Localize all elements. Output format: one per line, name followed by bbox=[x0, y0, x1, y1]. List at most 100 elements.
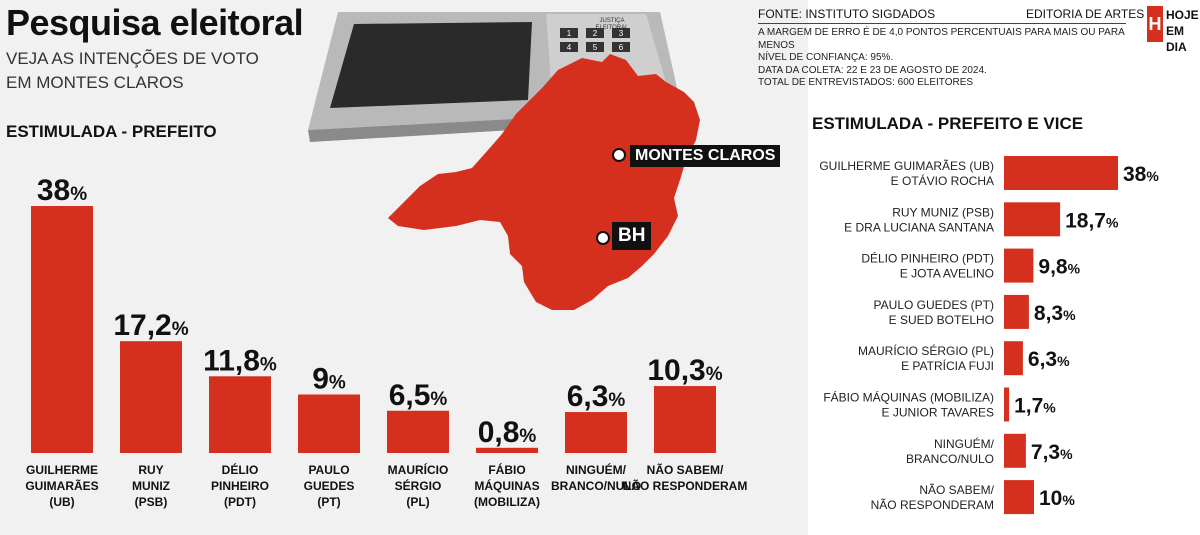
subtitle-line: VEJA AS INTENÇÕES DE VOTO bbox=[6, 49, 259, 68]
category-label: BRANCO/NULO bbox=[906, 452, 994, 466]
bar-value-label: 17,2% bbox=[113, 309, 188, 342]
bar bbox=[1004, 480, 1034, 515]
bar-value-label: 10% bbox=[1039, 487, 1075, 510]
logo-box: H bbox=[1147, 6, 1163, 42]
bar-value-label: 38% bbox=[37, 174, 87, 207]
category-label: BRANCO/NULO bbox=[551, 479, 641, 493]
bar-value-label: 18,7% bbox=[1065, 209, 1119, 232]
category-label: RUY bbox=[138, 463, 163, 477]
subtitle-line: EM MONTES CLAROS bbox=[6, 73, 184, 92]
category-label: (UB) bbox=[49, 495, 74, 509]
bar-value-label: 6,3% bbox=[567, 380, 626, 413]
bar-value-label: 38% bbox=[1123, 163, 1159, 186]
category-label: NÃO RESPONDERAM bbox=[623, 478, 748, 493]
category-label: MÁQUINAS bbox=[474, 478, 539, 493]
bar bbox=[31, 206, 93, 453]
bar bbox=[1004, 156, 1118, 190]
bar bbox=[120, 341, 182, 453]
logo-line: HOJE bbox=[1166, 8, 1199, 22]
page-subtitle: VEJA AS INTENÇÕES DE VOTO EM MONTES CLAR… bbox=[6, 47, 259, 95]
category-label: NÃO RESPONDERAM bbox=[871, 498, 994, 512]
urna-label: ELEITORAL bbox=[596, 25, 630, 31]
category-label: NÃO SABEM/ bbox=[647, 462, 724, 477]
header-divider bbox=[758, 23, 1126, 24]
bar-value-label: 9% bbox=[312, 363, 346, 396]
bh-label: BH bbox=[612, 222, 652, 250]
category-label: GUILHERME GUIMARÃES (UB) bbox=[819, 159, 994, 173]
category-label: (PDT) bbox=[224, 495, 256, 509]
bar bbox=[1004, 294, 1029, 329]
editoria-text: EDITORIA DE ARTES bbox=[1026, 7, 1145, 21]
page-title: Pesquisa eleitoral bbox=[6, 2, 304, 43]
montes-claros-marker bbox=[612, 148, 626, 162]
category-label: SÉRGIO bbox=[395, 478, 442, 493]
note-line: TOTAL DE ENTREVISTADOS: 600 ELEITORES bbox=[758, 77, 974, 88]
bar-value-label: 8,3% bbox=[1034, 302, 1076, 325]
bar-value-label: 11,8% bbox=[203, 344, 277, 377]
category-label: E PATRÍCIA FUJI bbox=[901, 358, 994, 373]
bar bbox=[1004, 341, 1023, 376]
source-text: FONTE: INSTITUTO SIGDADOS bbox=[758, 7, 936, 21]
category-label: FÁBIO MÁQUINAS (MOBILIZA) bbox=[823, 390, 994, 405]
bar-value-label: 0,8% bbox=[478, 416, 537, 449]
note-line: NÍVEL DE CONFIANÇA: 95%. bbox=[758, 52, 894, 63]
logo-line: EM DIA bbox=[1166, 24, 1187, 54]
bar-value-label: 6,5% bbox=[389, 379, 448, 412]
bar bbox=[1004, 248, 1034, 283]
category-label: MAURÍCIO bbox=[388, 462, 449, 477]
category-label: PAULO GUEDES (PT) bbox=[874, 298, 994, 312]
category-label: MUNIZ bbox=[132, 479, 170, 493]
category-label: (PSB) bbox=[135, 495, 168, 509]
montes-claros-label: MONTES CLAROS bbox=[630, 145, 781, 167]
hoje-em-dia-logo: H HOJE EM DIA bbox=[1147, 6, 1199, 54]
bar bbox=[476, 447, 538, 453]
bar bbox=[1004, 433, 1026, 468]
urna-label: JUSTIÇA bbox=[599, 18, 624, 24]
category-label: GUILHERME bbox=[26, 463, 98, 477]
keypad-key: 1 bbox=[567, 29, 572, 38]
category-label: FÁBIO bbox=[488, 462, 525, 477]
bar bbox=[209, 376, 271, 453]
bar bbox=[565, 412, 627, 453]
category-label: E SUED BOTELHO bbox=[889, 313, 994, 327]
keypad-key: 4 bbox=[567, 43, 572, 52]
category-label: PINHEIRO bbox=[211, 479, 269, 493]
category-label: NÃO SABEM/ bbox=[919, 483, 994, 497]
category-label: (PL) bbox=[406, 495, 429, 509]
category-label: NINGUÉM/ bbox=[934, 436, 995, 451]
bar bbox=[654, 386, 716, 453]
note-line: A MARGEM DE ERRO É DE 4,0 PONTOS PERCENT… bbox=[758, 27, 1125, 51]
category-label: E OTÁVIO ROCHA bbox=[891, 173, 994, 188]
bar-value-label: 7,3% bbox=[1031, 441, 1073, 464]
category-label: E JOTA AVELINO bbox=[900, 267, 994, 281]
bar bbox=[298, 394, 360, 453]
category-label: GUEDES bbox=[304, 479, 355, 493]
bar-value-label: 6,3% bbox=[1028, 348, 1070, 371]
category-label: NINGUÉM/ bbox=[566, 462, 627, 477]
category-label: DÉLIO PINHEIRO (PDT) bbox=[861, 251, 994, 266]
bar bbox=[387, 410, 449, 453]
bar bbox=[1004, 202, 1061, 237]
logo-text: HOJE EM DIA bbox=[1166, 7, 1199, 55]
keypad-key: 6 bbox=[619, 43, 624, 52]
category-label: GUIMARÃES bbox=[25, 478, 98, 493]
chart1-title: ESTIMULADA - PREFEITO bbox=[6, 122, 217, 141]
category-label: RUY MUNIZ (PSB) bbox=[892, 205, 994, 219]
category-label: MAURÍCIO SÉRGIO (PL) bbox=[858, 343, 994, 358]
category-label: (PT) bbox=[317, 495, 340, 509]
keypad-key: 3 bbox=[619, 29, 624, 38]
bar bbox=[1004, 387, 1010, 422]
methodology-notes: A MARGEM DE ERRO É DE 4,0 PONTOS PERCENT… bbox=[758, 27, 1138, 90]
chart2-title: ESTIMULADA - PREFEITO E VICE bbox=[812, 114, 1084, 133]
category-label: DÉLIO bbox=[222, 462, 259, 477]
category-label: (MOBILIZA) bbox=[474, 495, 540, 509]
keypad-key: 5 bbox=[593, 43, 598, 52]
bar-value-label: 1,7% bbox=[1014, 395, 1056, 418]
category-label: E JUNIOR TAVARES bbox=[882, 406, 994, 420]
bar-value-label: 9,8% bbox=[1038, 256, 1080, 279]
bar-value-label: 10,3% bbox=[647, 354, 722, 387]
category-label: E DRA LUCIANA SANTANA bbox=[844, 220, 994, 234]
bh-marker bbox=[596, 231, 610, 245]
